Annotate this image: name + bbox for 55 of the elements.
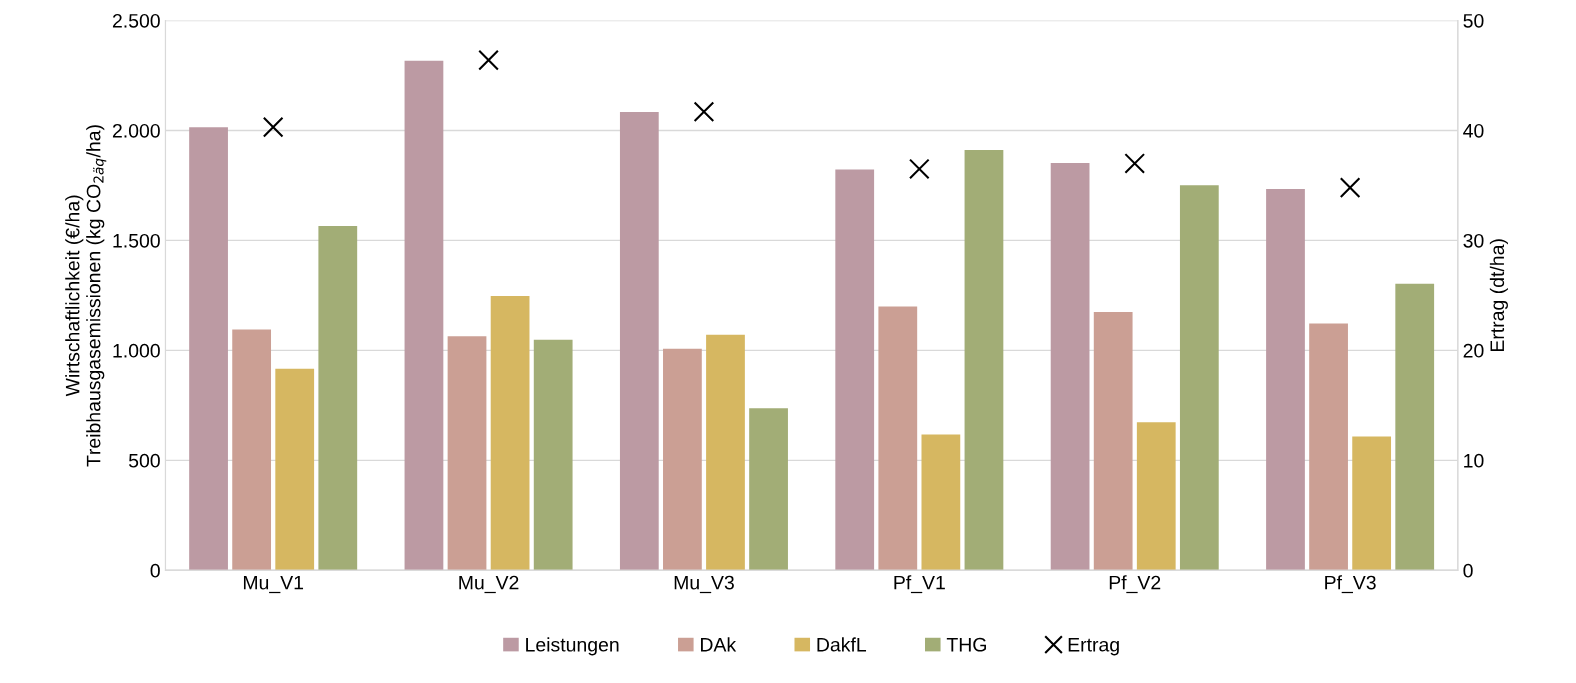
point: [693, 101, 715, 123]
bar: [835, 169, 875, 571]
y-tick-label: 500: [128, 453, 160, 468]
bar: [318, 226, 358, 571]
bar: [619, 111, 659, 571]
y-tick-label: 0: [150, 563, 160, 578]
legend-label: THG: [946, 637, 986, 652]
y2-tick-label: 20: [1463, 343, 1484, 358]
x-tick-label: Mu_V1: [243, 575, 304, 594]
bar: [964, 150, 1004, 571]
point: [262, 116, 284, 138]
bar: [404, 60, 444, 571]
x-tick-label: Pf_V2: [1109, 575, 1161, 594]
legend-label: Ertrag: [1068, 638, 1119, 656]
bar: [1136, 422, 1176, 571]
bar: [878, 306, 918, 571]
bar: [663, 348, 702, 571]
bar: [1309, 323, 1348, 571]
bar: [1352, 436, 1392, 571]
point: [1339, 177, 1361, 198]
y-axis-title: Wirtschaftlichkeit (€/ha) Treibhausgasemissionen (kg CO$_{2äq}$/ha): [65, 125, 107, 467]
legend-label: Leistungen: [526, 637, 619, 656]
y2-tick-label: 50: [1463, 13, 1484, 28]
y2-tick-label: 40: [1463, 123, 1484, 138]
x-tick-label: Mu_V2: [459, 575, 519, 594]
x-tick-label: Pf_V1: [894, 575, 945, 594]
bar: [490, 296, 530, 571]
y2-tick-label: 0: [1463, 563, 1473, 578]
bar: [1179, 185, 1219, 571]
point: [908, 158, 930, 180]
bar: [749, 408, 788, 571]
bar: [921, 434, 961, 571]
x-tick-label: Mu_V3: [674, 575, 734, 594]
point: [1124, 153, 1146, 174]
point: [478, 49, 499, 71]
legend-label: DakfL: [817, 637, 867, 652]
bar: [533, 339, 573, 571]
bar: [1050, 163, 1090, 571]
x-tick-label: Pf_V3: [1325, 575, 1376, 594]
bar: [1266, 188, 1305, 571]
y-tick-label: 1.000: [113, 343, 160, 358]
bar: [232, 329, 272, 571]
y2-tick-label: 10: [1464, 453, 1484, 468]
y2-axis-title: Ertrag (dt/ha): [1489, 239, 1508, 352]
y-tick-label: 2.500: [112, 13, 160, 28]
y-tick-label: 2.000: [112, 123, 160, 138]
y2-tick-label: 30: [1463, 233, 1484, 248]
bar: [1093, 312, 1133, 571]
bar: [706, 334, 745, 571]
legend-label: DAk: [701, 637, 737, 652]
bar: [189, 127, 228, 571]
y-tick-label: 1.500: [113, 233, 160, 248]
bar: [1395, 283, 1435, 571]
bar: [275, 368, 315, 571]
bar: [447, 336, 487, 571]
